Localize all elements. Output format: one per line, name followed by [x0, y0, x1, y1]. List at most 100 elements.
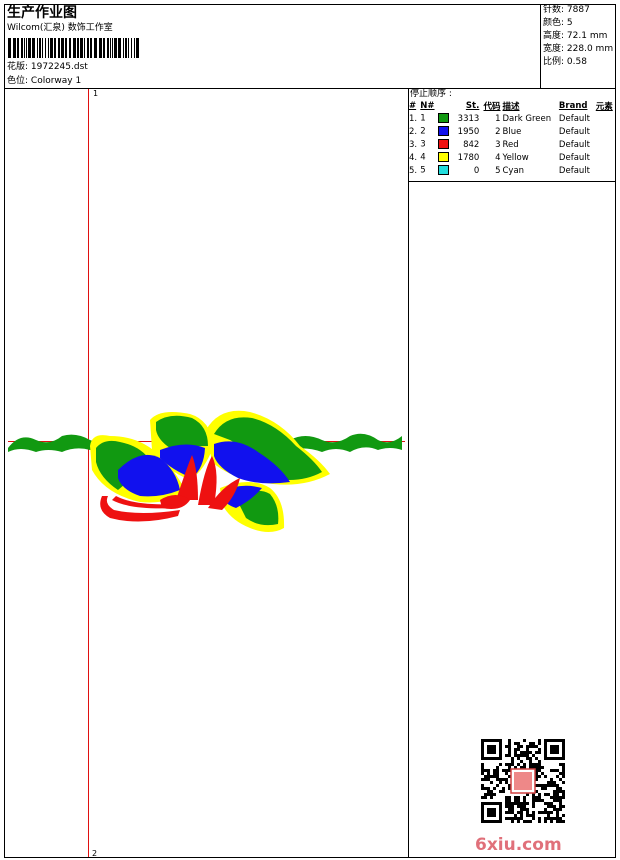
brand: Default: [558, 165, 590, 176]
qr-module: [517, 763, 520, 766]
qr-module: [487, 778, 490, 781]
stitches: 3313: [457, 113, 480, 124]
info-value: 228.0 mm: [566, 44, 614, 54]
qr-module: [514, 802, 517, 805]
qr-module: [481, 763, 484, 766]
qr-module: [559, 808, 562, 811]
qr-module: [481, 766, 484, 769]
description: Yellow: [502, 152, 529, 163]
qr-module: [517, 748, 520, 751]
bar: [13, 38, 16, 58]
qr-module: [511, 811, 514, 814]
stop-row: 5. 5 0 5 Cyan Default: [408, 164, 616, 177]
qr-module: [544, 802, 547, 805]
info-row: 高度: 72.1 mm: [543, 31, 617, 42]
qr-module: [562, 763, 565, 766]
qr-module: [553, 793, 556, 796]
stitches: 0: [473, 165, 480, 176]
qr-module: [556, 814, 559, 817]
qr-module: [520, 814, 523, 817]
qr-module: [520, 802, 523, 805]
brand: Default: [558, 113, 590, 124]
info-row: 宽度: 228.0 mm: [543, 44, 617, 55]
qr-module: [508, 808, 511, 811]
needle-number: 4: [420, 152, 426, 163]
qr-module: [514, 742, 517, 745]
qr-module: [514, 814, 517, 817]
qr-module: [553, 784, 556, 787]
qr-module: [508, 754, 511, 757]
qr-module: [550, 802, 553, 805]
qr-module: [529, 763, 532, 766]
qr-module: [496, 775, 499, 778]
qr-module: [517, 799, 520, 802]
qr-module: [508, 745, 511, 748]
bar: [73, 38, 76, 58]
info-value: 5: [566, 18, 573, 28]
bar: [24, 38, 25, 58]
value: Colorway 1: [30, 76, 82, 86]
qr-module: [508, 811, 511, 814]
header-row: # N# St. 代码 描述 Brand 元素: [408, 100, 616, 112]
qr-module: [517, 820, 520, 823]
info-box: 针数: 7887 颜色: 5 高度: 72.1 mm 宽度: 228.0 mm 比例: …: [540, 4, 617, 88]
qr-module: [532, 811, 535, 814]
bar: [26, 38, 27, 58]
qr-module: [538, 739, 541, 742]
qr-module: [517, 754, 520, 757]
bar: [99, 38, 102, 58]
qr-module: [496, 766, 499, 769]
qr-module: [523, 799, 526, 802]
qr-module: [532, 814, 535, 817]
bar: [58, 38, 60, 58]
qr-module: [562, 814, 565, 817]
element: [595, 112, 616, 125]
qr-module: [511, 808, 514, 811]
qr-module: [538, 775, 541, 778]
qr-module: [490, 796, 493, 799]
bar: [112, 38, 113, 58]
info-label: 宽度:: [543, 44, 565, 54]
qr-module: [514, 766, 517, 769]
qr-module: [508, 805, 511, 808]
qr-module: [484, 787, 487, 790]
qr-module: [526, 814, 529, 817]
element: [595, 138, 616, 151]
qr-module: [487, 775, 490, 778]
qr-module: [556, 820, 559, 823]
qr-module: [556, 817, 559, 820]
column-header: #: [409, 101, 417, 111]
qr-module: [562, 766, 565, 769]
qr-module: [562, 781, 565, 784]
qr-module: [547, 811, 550, 814]
qr-module: [523, 766, 526, 769]
qr-module: [529, 814, 532, 817]
stitches: 1950: [457, 126, 480, 137]
qr-module: [538, 811, 541, 814]
qr-module: [505, 763, 508, 766]
qr-module: [493, 772, 496, 775]
code: 5: [495, 165, 501, 176]
qr-module: [538, 799, 541, 802]
qr-module: [520, 817, 523, 820]
bar: [21, 38, 23, 58]
qr-module: [526, 754, 529, 757]
qr-module: [514, 796, 517, 799]
qr-module: [511, 763, 514, 766]
qr-module: [550, 781, 553, 784]
qr-module: [508, 748, 511, 751]
bar: [17, 38, 19, 58]
color-swatch: [438, 165, 450, 176]
bar: [123, 38, 124, 58]
needle-number: 1: [420, 113, 426, 124]
qr-module: [499, 778, 502, 781]
qr-module: [547, 802, 550, 805]
qr-module: [532, 742, 535, 745]
qr-module: [505, 817, 508, 820]
label: 色位:: [7, 76, 29, 86]
bar: [45, 38, 46, 58]
bar: [48, 38, 49, 58]
bar: [94, 38, 97, 58]
qr-module: [538, 763, 541, 766]
